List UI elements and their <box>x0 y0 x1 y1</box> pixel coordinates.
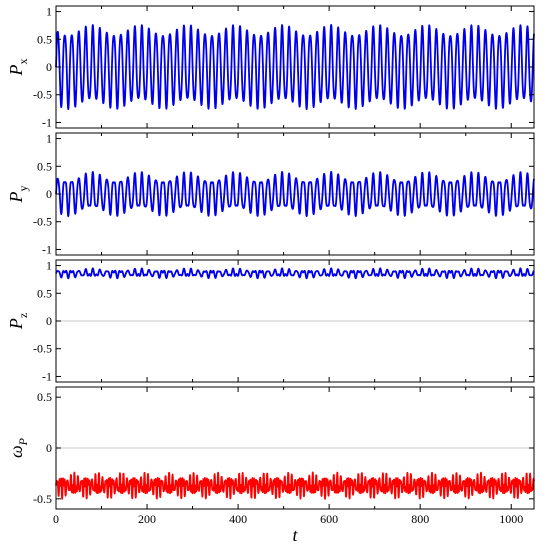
x-axis-label: t <box>292 525 298 544</box>
panel-2: -1 -0.5 0 0.5 1 Py <box>6 132 535 256</box>
y-tick-label: 0 <box>46 187 52 201</box>
y-tick-label: 1 <box>46 5 52 19</box>
x-tick-label: 800 <box>411 512 429 526</box>
y-tick-label: -1 <box>42 242 52 256</box>
series-line <box>55 23 535 111</box>
series-line <box>55 471 535 500</box>
y-tick-label: 0 <box>46 60 52 74</box>
panel-1: -1 -0.5 0 0.5 1 Px <box>6 5 535 129</box>
y-tick-label: 0.5 <box>37 286 52 300</box>
y-axis-label: ωP <box>6 437 30 458</box>
y-tick-label: -1 <box>42 115 52 129</box>
x-tick-label: 400 <box>229 512 247 526</box>
y-tick-label: -0.5 <box>33 342 52 356</box>
y-tick-label: -1 <box>42 369 52 383</box>
y-axis-label: Px <box>6 59 30 77</box>
y-tick-label: 0 <box>46 441 52 455</box>
x-tick-label: 0 <box>53 512 59 526</box>
y-tick-label: 1 <box>46 259 52 273</box>
x-tick-label: 600 <box>320 512 338 526</box>
y-tick-label: 0.5 <box>37 159 52 173</box>
y-tick-label: -0.5 <box>33 88 52 102</box>
y-tick-label: 1 <box>46 132 52 146</box>
y-axis-label: Pz <box>6 313 30 330</box>
x-tick-label: 1000 <box>499 512 523 526</box>
series-line <box>55 170 535 218</box>
y-tick-label: 0.5 <box>37 32 52 46</box>
y-axis-label: Py <box>6 186 30 204</box>
series-line <box>55 267 535 280</box>
y-tick-label: -0.5 <box>33 492 52 506</box>
panel-3: -1 -0.5 0 0.5 1 Pz <box>6 259 535 383</box>
y-tick-label: 0 <box>46 314 52 328</box>
y-tick-label: 0.5 <box>37 390 52 404</box>
y-tick-label: -0.5 <box>33 215 52 229</box>
x-tick-label: 200 <box>138 512 156 526</box>
